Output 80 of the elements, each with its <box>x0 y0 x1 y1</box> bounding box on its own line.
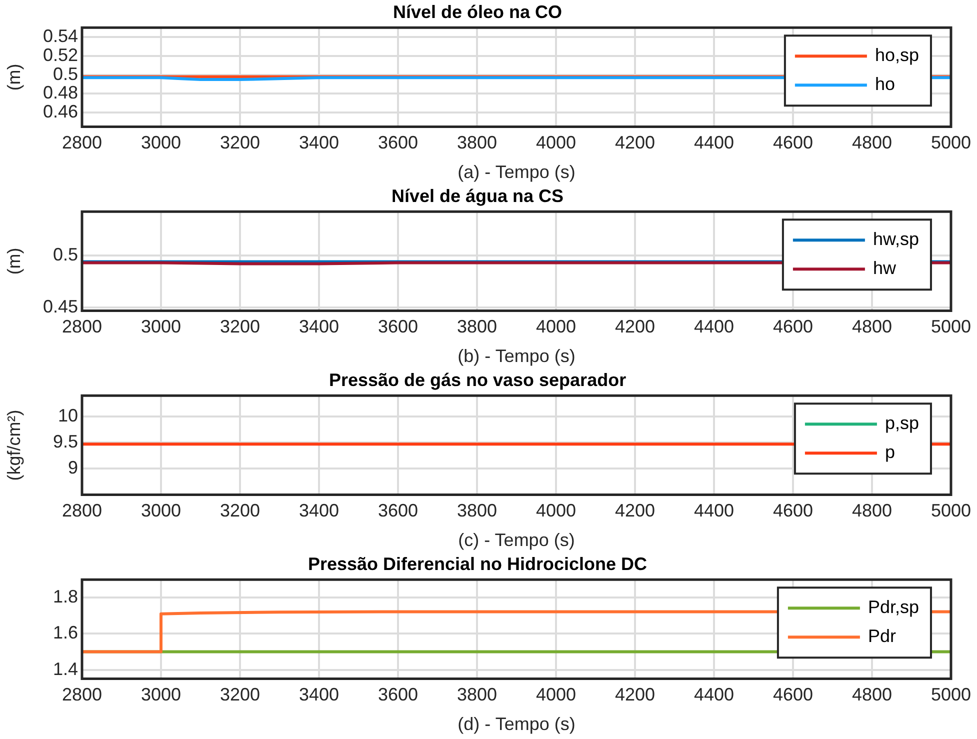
x-axis-title: (b) - Tempo (s) <box>458 346 576 366</box>
y-axis-title: (kgf/cm²) <box>4 410 24 481</box>
x-tick-label: 3800 <box>456 316 498 337</box>
legend-label: ho <box>874 74 895 94</box>
legend-label: hw <box>872 258 897 278</box>
y-tick-label: 9.5 <box>52 432 78 452</box>
legend-label: Pdr,sp <box>868 597 919 618</box>
x-tick-label: 4400 <box>694 316 734 337</box>
y-tick-label: 1.4 <box>52 658 78 679</box>
x-tick-label: 4600 <box>772 684 814 705</box>
y-axis-title: (m) <box>4 248 24 275</box>
y-tick-label: 0.5 <box>52 244 78 264</box>
x-axis-title: (a) - Tempo (s) <box>458 162 576 182</box>
chart-title: Pressão Diferencial no Hidrociclone DC <box>308 554 648 574</box>
x-tick-label: 4600 <box>772 500 814 521</box>
x-tick-label: 4600 <box>772 316 814 337</box>
y-tick-label: 0.5 <box>52 64 78 84</box>
y-tick-label: 0.48 <box>42 82 78 103</box>
legend-label: hw,sp <box>872 229 919 250</box>
x-tick-label: 2800 <box>62 316 102 337</box>
x-tick-label: 3600 <box>378 132 418 153</box>
y-tick-label: 1.8 <box>52 586 78 607</box>
x-tick-label: 4400 <box>694 684 734 705</box>
y-tick-label: 0.46 <box>42 102 78 122</box>
x-tick-label: 4000 <box>536 316 576 337</box>
x-tick-label: 5000 <box>930 500 971 521</box>
x-tick-label: 3400 <box>298 500 340 521</box>
legend-label: ho,sp <box>874 45 919 66</box>
y-tick-label: 0.52 <box>42 44 78 65</box>
x-tick-label: 5000 <box>930 684 971 705</box>
x-tick-label: 4600 <box>772 132 814 153</box>
x-tick-label: 4000 <box>536 500 576 521</box>
x-tick-label: 2800 <box>62 132 102 153</box>
x-tick-label: 4400 <box>694 132 734 153</box>
x-tick-label: 4200 <box>614 500 656 521</box>
x-tick-label: 3000 <box>140 132 182 153</box>
x-tick-label: 4800 <box>852 684 892 705</box>
x-tick-label: 3800 <box>456 500 498 521</box>
x-tick-label: 4200 <box>614 132 656 153</box>
y-tick-label: 0.54 <box>42 26 78 46</box>
y-tick-label: 1.6 <box>52 622 78 643</box>
legend-label: Pdr <box>868 626 896 646</box>
x-tick-label: 3000 <box>140 500 182 521</box>
x-tick-label: 3200 <box>220 500 260 521</box>
x-tick-label: 3600 <box>378 500 418 521</box>
x-tick-label: 3800 <box>456 684 498 705</box>
x-tick-label: 4800 <box>852 316 892 337</box>
y-tick-label: 9 <box>68 458 78 478</box>
x-tick-label: 4800 <box>852 500 892 521</box>
x-tick-label: 3600 <box>378 316 418 337</box>
x-tick-label: 2800 <box>62 684 102 705</box>
chart-title: Nível de água na CS <box>391 186 564 206</box>
x-tick-label: 3200 <box>220 316 260 337</box>
legend-label: p,sp <box>884 413 919 434</box>
x-tick-label: 3400 <box>298 684 340 705</box>
x-tick-label: 4200 <box>614 684 656 705</box>
y-tick-label: 0.45 <box>42 296 78 317</box>
y-axis-title: (m) <box>4 64 24 91</box>
x-tick-label: 3600 <box>378 684 418 705</box>
x-tick-label: 3400 <box>298 316 340 337</box>
chart-title: Nível de óleo na CO <box>392 2 562 22</box>
x-tick-label: 4800 <box>852 132 892 153</box>
x-tick-label: 2800 <box>62 500 102 521</box>
x-tick-label: 4200 <box>614 316 656 337</box>
chart-title: Pressão de gás no vaso separador <box>328 370 626 390</box>
x-tick-label: 3200 <box>220 132 260 153</box>
legend-label: p <box>884 442 895 462</box>
x-tick-label: 3000 <box>140 684 182 705</box>
x-axis-title: (c) - Tempo (s) <box>458 530 575 550</box>
x-tick-label: 3000 <box>140 316 182 337</box>
x-tick-label: 4400 <box>694 500 734 521</box>
x-tick-label: 5000 <box>930 132 971 153</box>
y-tick-label: 10 <box>58 405 78 426</box>
x-tick-label: 3200 <box>220 684 260 705</box>
x-tick-label: 4000 <box>536 684 576 705</box>
x-tick-label: 3800 <box>456 132 498 153</box>
x-axis-title: (d) - Tempo (s) <box>458 714 576 734</box>
x-tick-label: 3400 <box>298 132 340 153</box>
x-tick-label: 5000 <box>930 316 971 337</box>
x-tick-label: 4000 <box>536 132 576 153</box>
